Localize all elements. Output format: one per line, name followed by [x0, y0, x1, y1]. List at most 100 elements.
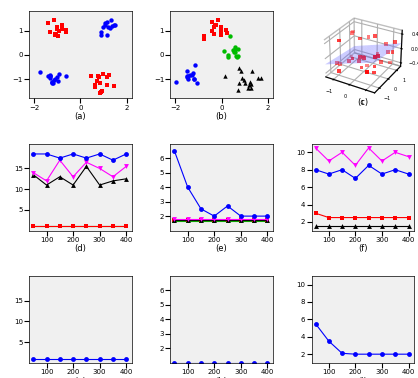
Point — [98, 32, 104, 38]
Point — [59, 26, 65, 32]
Point — [184, 73, 191, 79]
Point — [51, 31, 58, 37]
Point — [222, 27, 229, 33]
Point — [232, 49, 238, 55]
Point — [97, 90, 104, 96]
Point — [104, 82, 111, 88]
Point — [254, 75, 261, 81]
Point — [187, 72, 194, 78]
Point — [184, 74, 191, 80]
Point — [102, 22, 108, 28]
Point — [104, 74, 110, 80]
Point — [224, 54, 231, 60]
Point — [107, 25, 114, 31]
Point — [107, 17, 114, 23]
Point — [55, 78, 61, 84]
Point — [244, 85, 251, 91]
Point — [234, 54, 240, 60]
Point — [52, 31, 59, 37]
Point — [226, 33, 233, 39]
Point — [173, 79, 179, 85]
Text: (c): (c) — [357, 98, 368, 107]
Point — [235, 65, 242, 71]
Point — [47, 73, 54, 79]
Point — [63, 73, 69, 79]
Point — [218, 25, 224, 31]
Point — [92, 84, 99, 90]
Point — [54, 74, 60, 81]
Point — [103, 32, 110, 38]
Point — [231, 46, 238, 53]
Point — [99, 24, 106, 30]
Point — [47, 29, 54, 35]
Point — [95, 73, 102, 79]
Point — [241, 77, 247, 83]
Point — [184, 68, 191, 74]
Point — [52, 31, 59, 37]
Point — [48, 79, 55, 85]
Point — [50, 80, 56, 86]
Point — [98, 29, 104, 35]
Point — [63, 29, 69, 36]
Point — [110, 83, 117, 89]
X-axis label: (f): (f) — [358, 244, 367, 253]
Point — [111, 22, 117, 28]
Point — [190, 76, 197, 82]
Point — [222, 73, 228, 79]
Point — [201, 33, 207, 39]
Point — [238, 68, 245, 74]
Point — [212, 22, 219, 28]
Point — [239, 75, 246, 81]
Point — [103, 19, 110, 25]
Point — [54, 26, 61, 33]
Point — [217, 32, 224, 38]
Point — [106, 73, 113, 79]
Point — [234, 87, 241, 93]
Point — [234, 46, 241, 52]
Point — [96, 80, 103, 86]
Point — [194, 81, 201, 87]
Point — [209, 19, 216, 25]
X-axis label: (g): (g) — [74, 376, 87, 378]
Point — [184, 76, 191, 82]
Point — [47, 72, 54, 78]
X-axis label: (h): (h) — [216, 376, 227, 378]
Point — [247, 85, 254, 91]
Point — [189, 70, 196, 76]
Point — [246, 82, 253, 88]
Point — [99, 88, 105, 94]
Point — [59, 22, 65, 28]
Point — [236, 80, 242, 86]
Point — [36, 70, 43, 76]
Point — [96, 74, 102, 80]
Point — [230, 49, 237, 55]
Point — [112, 22, 118, 28]
Point — [258, 75, 265, 81]
Point — [63, 27, 70, 33]
Point — [191, 76, 197, 82]
Point — [192, 62, 199, 68]
Point — [56, 71, 63, 77]
Point — [189, 72, 195, 78]
Point — [224, 30, 231, 36]
Point — [209, 28, 215, 34]
Point — [232, 44, 239, 50]
Point — [109, 23, 115, 29]
X-axis label: (i): (i) — [358, 376, 367, 378]
Point — [211, 31, 217, 37]
Point — [54, 24, 60, 30]
Point — [56, 28, 63, 34]
Point — [242, 80, 248, 86]
Point — [99, 71, 106, 77]
Point — [220, 48, 227, 54]
Point — [104, 24, 111, 30]
Point — [48, 79, 55, 85]
Point — [44, 20, 51, 26]
Point — [229, 47, 236, 53]
Point — [92, 82, 98, 88]
Point — [46, 75, 53, 81]
Point — [248, 81, 255, 87]
Point — [94, 78, 101, 84]
Point — [54, 34, 61, 40]
Point — [210, 24, 217, 30]
